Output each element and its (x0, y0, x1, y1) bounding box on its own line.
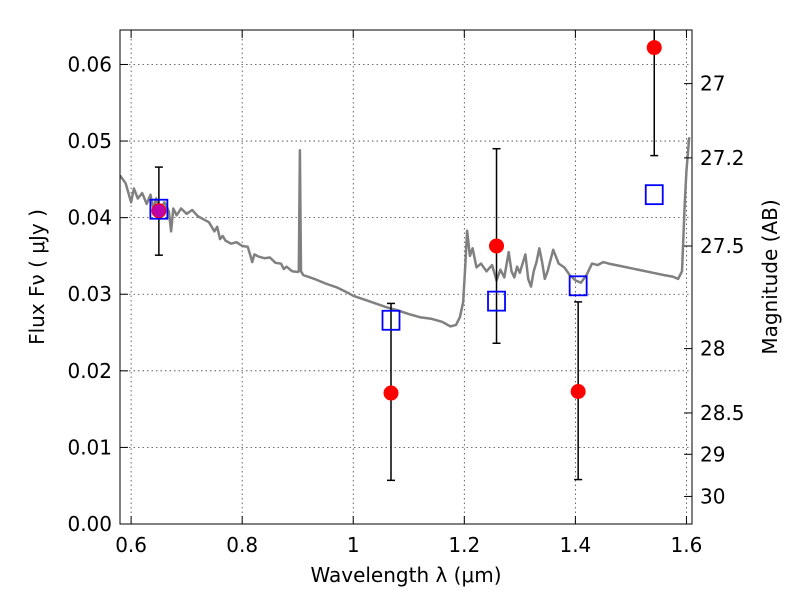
x-axis-label: Wavelength λ (μm) (310, 563, 501, 587)
y-axis-left: 0.00 0.01 0.02 0.03 0.04 0.05 0.06 (67, 52, 128, 536)
y-tick-label: 0.00 (67, 512, 112, 536)
y-tick-label: 0.01 (67, 435, 112, 459)
y2-tick-label: 30 (700, 484, 725, 508)
y2-tick-label: 27.2 (700, 146, 745, 170)
y2-tick-label: 27.5 (700, 234, 745, 258)
x-tick-label: 1.6 (671, 533, 703, 557)
model-point (487, 290, 506, 312)
model-points (149, 184, 664, 331)
y2-axis-label: Magnitude (AB) (758, 199, 782, 354)
x-tick-label: 1.4 (559, 533, 591, 557)
y-axis-right: 27 27.2 27.5 28 28.5 29 30 (684, 72, 745, 508)
observed-point (570, 384, 586, 400)
x-tick-label: 0.8 (226, 533, 258, 557)
y2-tick-label: 29 (700, 442, 725, 466)
observed-point (646, 40, 662, 56)
y-tick-label: 0.05 (67, 129, 112, 153)
x-tick-label: 1.2 (448, 533, 480, 557)
y2-tick-label: 28.5 (700, 401, 745, 425)
model-point (381, 309, 401, 331)
y2-tick-label: 28 (700, 337, 725, 361)
model-point (568, 275, 588, 297)
y2-tick-label: 27 (700, 72, 725, 96)
y-axis-label: Flux Fν ( μJy ) (25, 209, 49, 345)
y-tick-label: 0.02 (67, 359, 112, 383)
y-tick-label: 0.03 (67, 282, 112, 306)
x-tick-label: 1 (347, 533, 360, 557)
model-point (149, 198, 169, 220)
observed-point (489, 238, 505, 254)
x-axis: 0.6 0.8 1 1.2 1.4 1.6 (115, 30, 702, 557)
y-tick-label: 0.06 (67, 52, 112, 76)
x-tick-label: 0.6 (115, 533, 147, 557)
model-point (644, 184, 664, 206)
plot-frame (119, 29, 693, 525)
observed-point (383, 385, 399, 401)
overlap-point (152, 204, 166, 218)
y-tick-label: 0.04 (67, 206, 112, 230)
